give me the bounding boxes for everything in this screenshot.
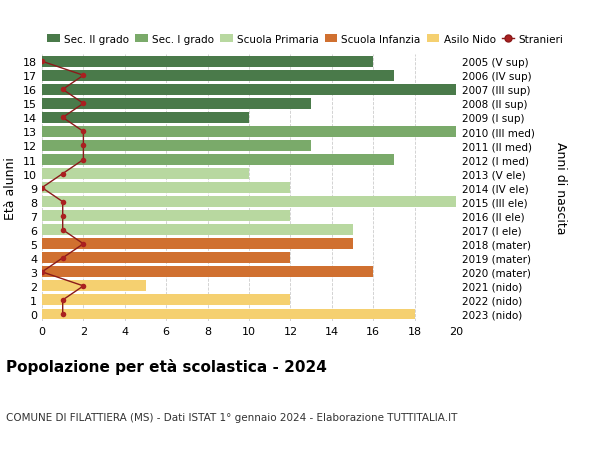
Bar bbox=[42, 253, 290, 264]
Bar bbox=[42, 295, 290, 306]
Point bbox=[79, 73, 88, 80]
Text: Popolazione per età scolastica - 2024: Popolazione per età scolastica - 2024 bbox=[6, 358, 327, 374]
Bar bbox=[42, 183, 290, 194]
Y-axis label: Età alunni: Età alunni bbox=[4, 157, 17, 219]
Point bbox=[58, 199, 68, 206]
Point bbox=[58, 297, 68, 304]
Bar bbox=[42, 99, 311, 110]
Point bbox=[58, 114, 68, 122]
Point bbox=[79, 157, 88, 164]
Point bbox=[58, 170, 68, 178]
Bar bbox=[42, 127, 456, 138]
Point bbox=[58, 227, 68, 234]
Bar bbox=[42, 211, 290, 222]
Y-axis label: Anni di nascita: Anni di nascita bbox=[554, 142, 567, 235]
Bar bbox=[42, 225, 353, 235]
Bar bbox=[42, 267, 373, 278]
Bar bbox=[42, 197, 477, 207]
Legend: Sec. II grado, Sec. I grado, Scuola Primaria, Scuola Infanzia, Asilo Nido, Stran: Sec. II grado, Sec. I grado, Scuola Prim… bbox=[47, 34, 563, 45]
Point bbox=[37, 58, 47, 66]
Bar bbox=[42, 71, 394, 82]
Bar bbox=[42, 155, 394, 166]
Point bbox=[79, 142, 88, 150]
Point bbox=[58, 255, 68, 262]
Bar bbox=[42, 239, 353, 250]
Point bbox=[79, 241, 88, 248]
Point bbox=[79, 283, 88, 290]
Bar bbox=[42, 309, 415, 320]
Point bbox=[37, 185, 47, 192]
Bar bbox=[42, 84, 456, 95]
Bar bbox=[42, 56, 373, 67]
Point bbox=[79, 101, 88, 108]
Text: COMUNE DI FILATTIERA (MS) - Dati ISTAT 1° gennaio 2024 - Elaborazione TUTTITALIA: COMUNE DI FILATTIERA (MS) - Dati ISTAT 1… bbox=[6, 412, 457, 422]
Bar bbox=[42, 169, 249, 179]
Bar bbox=[42, 141, 311, 151]
Bar bbox=[42, 112, 249, 123]
Point bbox=[37, 269, 47, 276]
Point bbox=[58, 311, 68, 318]
Point bbox=[58, 213, 68, 220]
Bar bbox=[42, 281, 146, 292]
Point bbox=[79, 129, 88, 136]
Point bbox=[58, 86, 68, 94]
